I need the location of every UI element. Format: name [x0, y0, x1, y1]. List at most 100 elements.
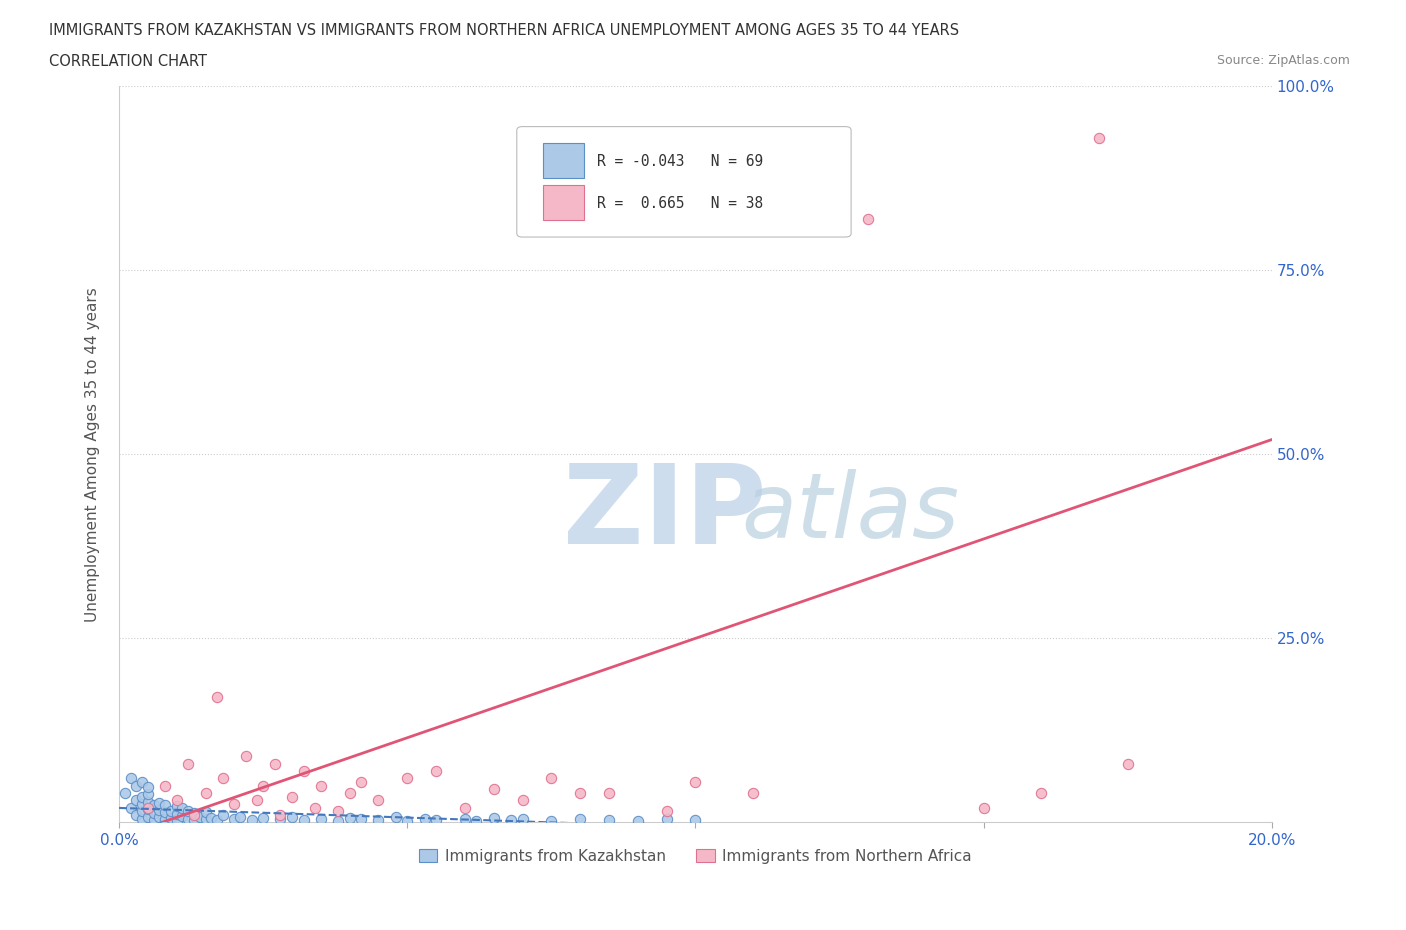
Point — [166, 799, 188, 814]
Point — [153, 778, 176, 793]
Point — [177, 756, 200, 771]
Point — [252, 811, 274, 826]
Point — [598, 786, 620, 801]
Point — [281, 810, 304, 825]
Point — [512, 812, 534, 827]
Point — [166, 814, 188, 829]
Point — [627, 814, 650, 829]
Point — [142, 805, 165, 820]
Point — [153, 804, 176, 819]
Point — [153, 812, 176, 827]
Point — [177, 804, 200, 818]
Point — [512, 793, 534, 808]
Point — [235, 749, 257, 764]
Point — [350, 812, 373, 827]
Point — [454, 800, 477, 815]
Point — [205, 813, 228, 828]
Point — [205, 690, 228, 705]
Point — [858, 211, 880, 226]
Point — [292, 813, 315, 828]
Point — [413, 811, 436, 826]
Point — [269, 812, 291, 827]
Point — [499, 813, 522, 828]
Point — [1088, 130, 1111, 145]
Point — [148, 795, 170, 810]
Point — [425, 813, 447, 828]
Point — [125, 778, 148, 793]
Point — [540, 771, 562, 786]
Point — [183, 807, 205, 822]
Text: ZIP: ZIP — [562, 459, 766, 566]
Point — [339, 811, 361, 826]
Point — [281, 790, 304, 804]
Point — [292, 764, 315, 778]
Point — [685, 813, 707, 828]
Point — [160, 811, 183, 826]
Point — [125, 807, 148, 822]
Point — [166, 793, 188, 808]
Point — [172, 808, 194, 823]
Point — [246, 793, 269, 808]
Legend: Immigrants from Kazakhstan, Immigrants from Northern Africa: Immigrants from Kazakhstan, Immigrants f… — [413, 843, 979, 870]
FancyBboxPatch shape — [517, 126, 851, 237]
Point — [131, 790, 153, 804]
Point — [269, 807, 291, 822]
Point — [973, 800, 995, 815]
Point — [114, 786, 136, 801]
FancyBboxPatch shape — [543, 143, 583, 179]
Point — [367, 813, 389, 828]
Point — [742, 786, 765, 801]
Point — [142, 813, 165, 828]
Point — [136, 794, 159, 809]
FancyBboxPatch shape — [543, 185, 583, 220]
Point — [339, 786, 361, 801]
Point — [425, 764, 447, 778]
Point — [569, 786, 592, 801]
Point — [465, 814, 488, 829]
Point — [482, 811, 505, 826]
Point — [540, 814, 562, 829]
Point — [194, 812, 217, 827]
Point — [655, 804, 678, 818]
Point — [211, 771, 233, 786]
Point — [384, 810, 406, 825]
Point — [304, 800, 326, 815]
Point — [326, 804, 349, 818]
Point — [309, 778, 332, 793]
Point — [396, 771, 419, 786]
Point — [569, 811, 592, 826]
Point — [188, 809, 211, 824]
Point — [148, 810, 170, 825]
Point — [482, 782, 505, 797]
Point — [396, 814, 419, 829]
Point — [136, 800, 159, 815]
Text: Source: ZipAtlas.com: Source: ZipAtlas.com — [1216, 54, 1350, 67]
Point — [252, 778, 274, 793]
Point — [194, 804, 217, 819]
Point — [136, 779, 159, 794]
Point — [166, 806, 188, 821]
Point — [183, 813, 205, 828]
Point — [685, 775, 707, 790]
Text: R =  0.665   N = 38: R = 0.665 N = 38 — [598, 196, 763, 211]
Text: IMMIGRANTS FROM KAZAKHSTAN VS IMMIGRANTS FROM NORTHERN AFRICA UNEMPLOYMENT AMONG: IMMIGRANTS FROM KAZAKHSTAN VS IMMIGRANTS… — [49, 23, 959, 38]
Point — [655, 812, 678, 827]
Point — [172, 801, 194, 816]
Point — [240, 813, 263, 828]
Point — [177, 811, 200, 826]
Point — [120, 800, 142, 815]
Point — [131, 804, 153, 818]
Point — [153, 797, 176, 812]
Text: R = -0.043   N = 69: R = -0.043 N = 69 — [598, 153, 763, 168]
Point — [367, 793, 389, 808]
Point — [142, 798, 165, 813]
Point — [136, 802, 159, 817]
Point — [120, 771, 142, 786]
Point — [598, 813, 620, 828]
Point — [350, 775, 373, 790]
Point — [224, 811, 246, 826]
Point — [160, 804, 183, 818]
Point — [148, 803, 170, 817]
Point — [194, 786, 217, 801]
Point — [125, 793, 148, 808]
